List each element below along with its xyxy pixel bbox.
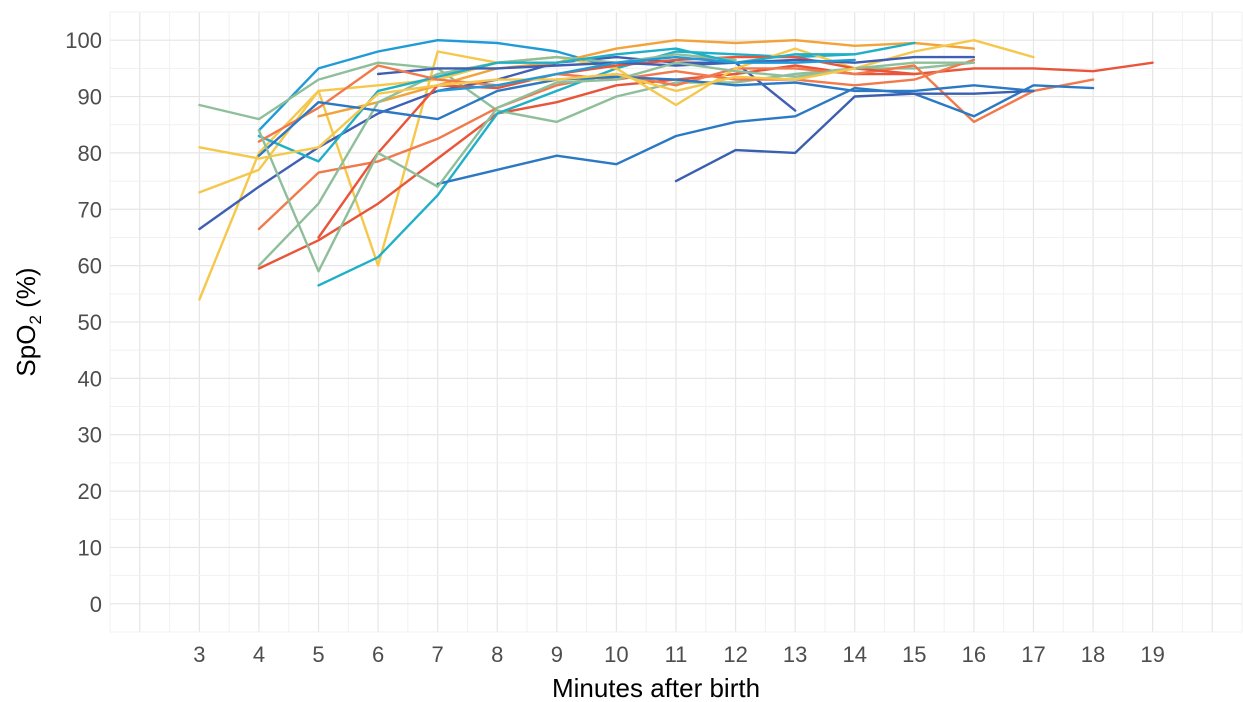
x-tick-label: 18 [1081,642,1105,667]
x-tick-label: 4 [253,642,265,667]
x-tick-label: 17 [1021,642,1045,667]
series-line-20 [436,55,856,93]
x-tick-label: 8 [491,642,503,667]
y-tick-labels: 0 10 20 30 40 50 60 70 80 90 100 [65,28,102,617]
x-axis-title: Minutes after birth [552,673,760,702]
y-tick-label: 60 [78,254,102,279]
x-tick-label: 19 [1140,642,1164,667]
y-tick-label: 20 [78,479,102,504]
x-tick-label: 15 [902,642,926,667]
series-line-11 [198,39,1035,194]
x-tick-label: 6 [372,642,384,667]
series-line-6 [257,64,1095,231]
series-line-17 [257,75,1035,157]
x-tick-label: 3 [193,642,205,667]
series-line-9 [674,89,1035,183]
series-lines [198,39,1154,301]
x-tick-label: 12 [723,642,747,667]
series-line-7 [317,50,856,287]
x-tick-label: 13 [783,642,807,667]
x-tick-label: 7 [432,642,444,667]
series-line-1 [257,39,618,132]
y-tick-label: 50 [78,310,102,335]
y-axis-title: SpO2 (%) [11,267,45,376]
x-tick-label: 5 [312,642,324,667]
x-tick-label: 10 [604,642,628,667]
y-tick-label: 10 [78,535,102,560]
series-line-8 [436,84,1095,186]
x-tick-labels: 3 4 5 6 7 8 9 10 11 12 13 14 15 16 17 18 19 [193,642,1165,667]
y-tick-label: 90 [78,85,102,110]
x-tick-label: 11 [665,642,688,667]
x-tick-label: 14 [842,642,866,667]
x-tick-label: 9 [551,642,563,667]
series-line-15 [376,55,976,76]
y-tick-label: 70 [78,197,102,222]
y-tick-label: 0 [90,592,102,617]
y-tick-label: 80 [78,141,102,166]
y-tick-label: 40 [78,366,102,391]
series-line-10 [317,39,976,118]
x-tick-label: 16 [962,642,986,667]
y-axis-title-subscript: 2 [26,315,45,324]
y-tick-label: 100 [65,28,102,53]
y-axis-title-main: SpO [11,325,41,377]
y-tick-label: 30 [78,423,102,448]
y-axis-title-suffix: (%) [11,267,41,315]
grid-lines [109,11,1243,633]
